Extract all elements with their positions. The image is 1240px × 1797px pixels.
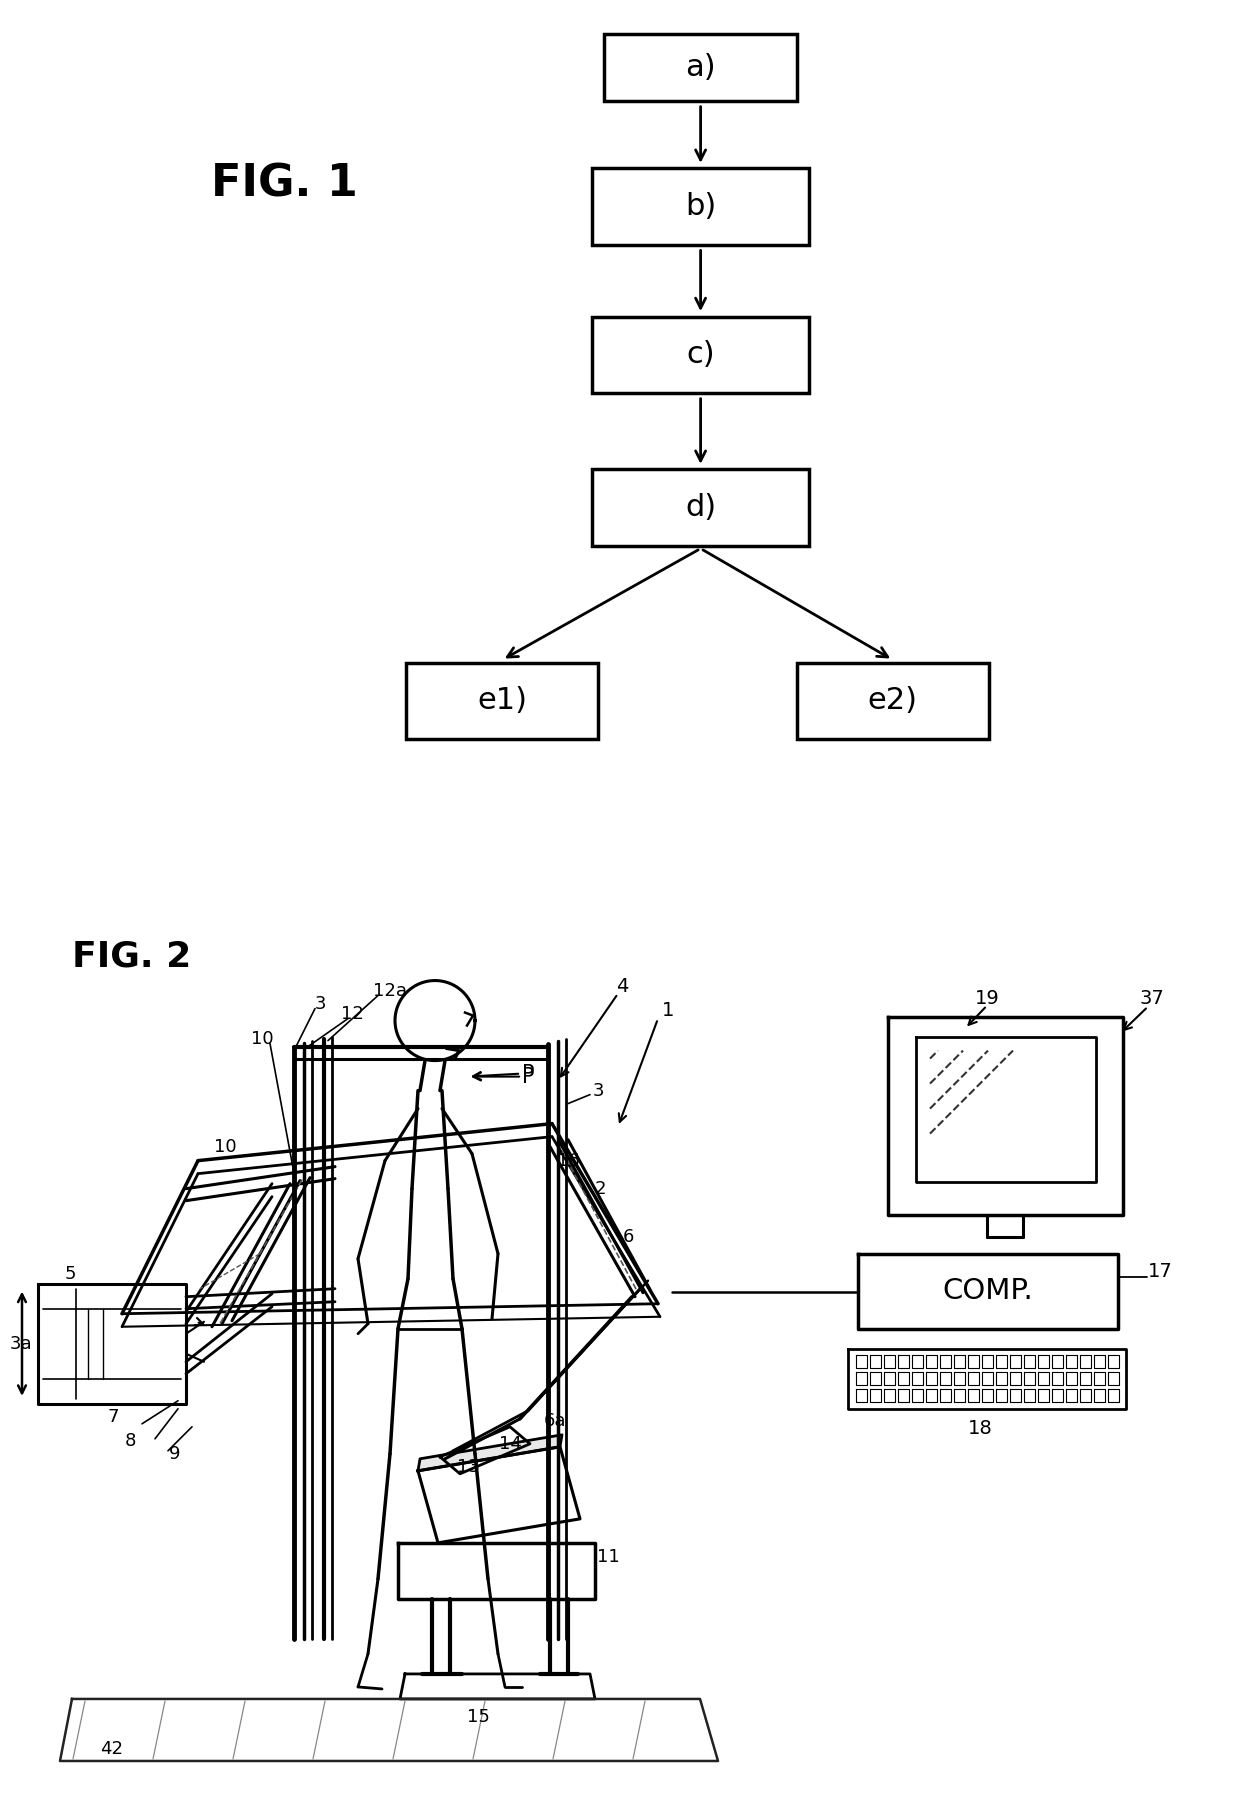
- Text: 18: 18: [967, 1420, 992, 1438]
- Text: 15: 15: [466, 1707, 490, 1725]
- Text: 1: 1: [662, 1001, 675, 1021]
- Text: FIG. 1: FIG. 1: [211, 164, 357, 205]
- Text: 37: 37: [1140, 988, 1164, 1008]
- Text: 17: 17: [1148, 1261, 1173, 1281]
- Text: 10: 10: [213, 1138, 237, 1155]
- Text: e1): e1): [477, 686, 527, 715]
- Text: 6a: 6a: [544, 1412, 567, 1430]
- Bar: [796, 663, 990, 739]
- Text: 3: 3: [593, 1082, 604, 1100]
- Text: 42: 42: [100, 1739, 124, 1757]
- Text: 5: 5: [64, 1265, 76, 1283]
- Bar: [407, 663, 599, 739]
- Text: 14: 14: [498, 1434, 522, 1452]
- Text: a): a): [686, 52, 715, 83]
- Text: 11: 11: [596, 1547, 619, 1565]
- Text: COMP.: COMP.: [942, 1276, 1033, 1305]
- Text: 7: 7: [107, 1407, 119, 1425]
- Polygon shape: [440, 1427, 529, 1474]
- Text: e2): e2): [868, 686, 918, 715]
- Bar: [591, 169, 808, 244]
- Bar: [604, 34, 796, 101]
- Text: 6: 6: [622, 1227, 634, 1245]
- Text: 10: 10: [250, 1030, 273, 1048]
- Text: 9: 9: [169, 1445, 181, 1463]
- Text: 3: 3: [314, 994, 326, 1012]
- Bar: [591, 316, 808, 394]
- Text: 16: 16: [557, 1152, 579, 1170]
- Polygon shape: [418, 1434, 562, 1470]
- Text: 3a: 3a: [10, 1335, 32, 1353]
- Text: 8: 8: [124, 1432, 135, 1450]
- Text: FIG. 2: FIG. 2: [72, 940, 191, 974]
- Text: c): c): [686, 340, 715, 370]
- Text: P: P: [522, 1064, 534, 1084]
- Text: b): b): [684, 192, 717, 221]
- Text: 12: 12: [341, 1005, 363, 1022]
- Text: d): d): [684, 492, 717, 523]
- Text: 13: 13: [456, 1457, 480, 1475]
- Bar: [591, 469, 808, 546]
- Text: 4: 4: [616, 978, 629, 996]
- Text: 12a: 12a: [373, 981, 407, 999]
- Text: 2: 2: [594, 1179, 606, 1197]
- Text: P: P: [522, 1067, 534, 1087]
- Text: 19: 19: [975, 988, 999, 1008]
